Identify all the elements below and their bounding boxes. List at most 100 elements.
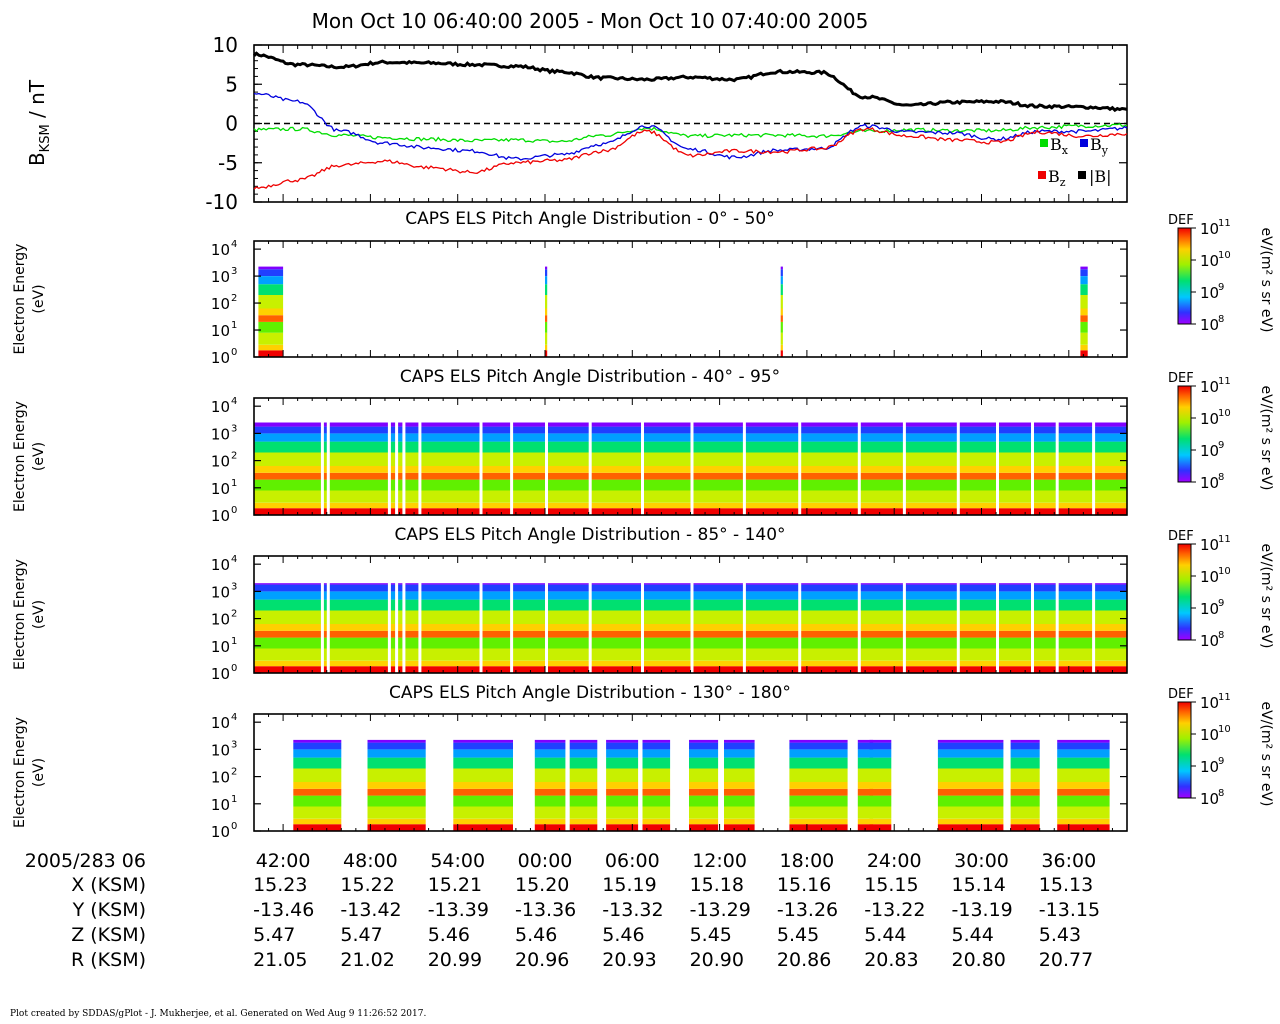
colorbar-tick-label: 10 xyxy=(1200,694,1219,712)
pad-band xyxy=(453,782,513,789)
pad-band xyxy=(367,757,426,769)
pad-band xyxy=(293,768,342,782)
pad-band xyxy=(453,818,513,825)
ephemeris-value: 5.45 xyxy=(690,924,732,946)
pad-ytick-label: 10 xyxy=(211,322,230,340)
ephemeris-value: 20.93 xyxy=(602,949,656,971)
pad-band xyxy=(1010,742,1040,750)
pad-data-gap xyxy=(690,398,694,515)
pad-band xyxy=(545,350,548,357)
colorbar-unit: eV/(m² s sr eV) xyxy=(1258,702,1274,807)
pad-band xyxy=(1080,269,1088,276)
colorbar-tick-label: 10 xyxy=(1200,568,1219,586)
pad-band xyxy=(545,276,548,285)
pad-band xyxy=(1080,344,1088,351)
legend-by-label: By xyxy=(1090,135,1109,157)
ephemeris-value: 5.44 xyxy=(952,924,994,946)
pad-ytick-label: 10 xyxy=(211,796,230,814)
pad-band xyxy=(869,739,874,743)
pad-band xyxy=(606,788,639,796)
colorbar-tick-label: 10 xyxy=(1200,758,1219,776)
pad-ytick-exponent: 3 xyxy=(231,266,237,277)
pad-band xyxy=(258,284,284,295)
pad-band xyxy=(869,749,874,758)
ephemeris-value: 5.47 xyxy=(340,924,382,946)
pad-band xyxy=(367,795,426,807)
ephemeris-value: 15.18 xyxy=(690,874,744,896)
pad-band xyxy=(642,795,671,807)
pad-band xyxy=(569,742,598,750)
pad-band xyxy=(869,806,874,819)
pad-band xyxy=(293,806,342,819)
pad-band xyxy=(689,782,719,789)
pad-data-block xyxy=(606,739,639,831)
pad-data-block xyxy=(545,266,548,357)
colorbar-tick-exponent: 10 xyxy=(1218,724,1231,735)
pad-band xyxy=(534,788,566,796)
ephemeris-row-label: R (KSM) xyxy=(71,949,146,971)
pad-band xyxy=(642,788,671,796)
pad-ylabel: Electron Energy xyxy=(12,717,28,828)
pad-band xyxy=(1057,806,1110,819)
pad-band xyxy=(857,742,892,750)
pad-ytick-exponent: 4 xyxy=(231,239,237,250)
ephemeris-value: -13.42 xyxy=(340,899,401,921)
pad-data-gap xyxy=(857,556,861,673)
pad-data-gap xyxy=(742,398,746,515)
pad-band xyxy=(1010,749,1040,758)
series-btot-line xyxy=(252,51,1128,113)
pad-band xyxy=(689,795,719,807)
mag-ytick-label: 5 xyxy=(225,72,238,96)
pad-band xyxy=(258,350,284,357)
pad-band xyxy=(724,742,755,750)
ephemeris-value: 5.46 xyxy=(515,924,557,946)
pad-band xyxy=(1057,788,1110,796)
pad-band xyxy=(724,795,755,807)
pad-band xyxy=(569,795,598,807)
pad-panel-0-50: CAPS ELS Pitch Angle Distribution - 0° -… xyxy=(12,209,1128,367)
mag-ylabel-main: B xyxy=(25,152,49,166)
pad-band xyxy=(857,739,892,743)
ephemeris-value: 21.02 xyxy=(340,949,394,971)
mag-ytick-label: -10 xyxy=(205,190,238,214)
pad-data-gap xyxy=(1092,556,1096,673)
pad-data-gap xyxy=(326,556,330,673)
legend-btot-swatch xyxy=(1078,171,1086,179)
pad-band xyxy=(534,768,566,782)
pad-ytick-label: 10 xyxy=(211,714,230,732)
pad-band xyxy=(789,757,848,769)
pad-data-gap xyxy=(956,398,960,515)
pad-ytick-exponent: 3 xyxy=(231,423,237,434)
pad-band xyxy=(857,757,892,769)
pad-band xyxy=(780,344,783,351)
pad-data-gap xyxy=(545,398,548,515)
pad-band xyxy=(642,824,671,831)
pad-ytick-exponent: 3 xyxy=(231,739,237,750)
pad-band xyxy=(869,742,874,750)
pad-band xyxy=(780,315,783,322)
pad-data-block xyxy=(857,739,892,831)
colorbar-unit: eV/(m² s sr eV) xyxy=(1258,228,1274,333)
pad-ylabel: Electron Energy xyxy=(12,244,28,355)
pad-band xyxy=(606,824,639,831)
colorbar-tick-label: 10 xyxy=(1200,284,1219,302)
pad-frame xyxy=(253,240,1128,358)
pad-ytick-label: 10 xyxy=(211,480,230,498)
pad-band xyxy=(724,824,755,831)
pad-band xyxy=(258,308,284,316)
pad-band xyxy=(689,749,719,758)
pad-band xyxy=(569,739,598,743)
pad-band xyxy=(780,295,783,309)
pad-ytick-exponent: 0 xyxy=(231,663,237,674)
pad-band xyxy=(545,295,548,309)
pad-ylabel-unit: (eV) xyxy=(31,600,47,629)
pad-band xyxy=(1010,795,1040,807)
mag-series xyxy=(252,51,1128,190)
ephemeris-value: 15.13 xyxy=(1039,874,1093,896)
ephemeris-value: -13.15 xyxy=(1039,899,1100,921)
pad-data-gap xyxy=(320,556,324,673)
